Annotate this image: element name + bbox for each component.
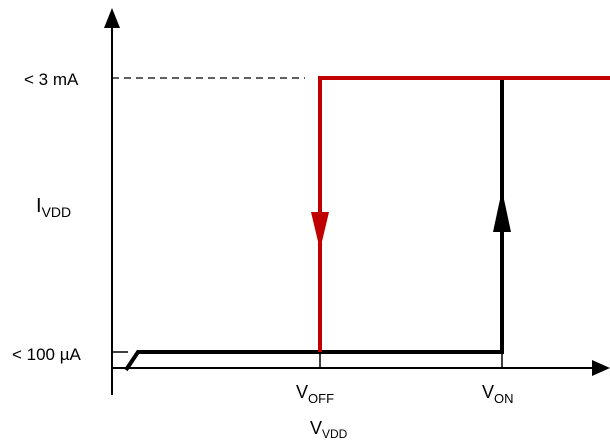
v-off-label-sub: OFF (308, 391, 334, 406)
v-on-label-sub: ON (494, 391, 514, 406)
turn-on-arrowhead (493, 190, 511, 232)
v-off-label-main: V (296, 382, 308, 402)
x-axis-title: VVDD (310, 418, 348, 441)
v-on-label: VON (482, 382, 514, 406)
low-current-label: < 100 µA (12, 345, 82, 364)
turn-off-arrowhead (311, 212, 329, 250)
y-axis-title: IVDD (36, 195, 71, 220)
y-axis-title-main: I (36, 195, 42, 217)
y-axis-title-sub: VDD (42, 204, 72, 220)
turn-off-path (318, 76, 610, 352)
v-off-label: VOFF (296, 382, 334, 406)
high-current-label: < 3 mA (24, 70, 79, 89)
y-axis-arrowhead (104, 8, 120, 28)
v-on-label-main: V (482, 382, 494, 402)
x-axis-arrowhead (592, 360, 610, 376)
x-axis-title-sub: VDD (322, 427, 348, 441)
x-axis-title-main: V (310, 418, 322, 438)
